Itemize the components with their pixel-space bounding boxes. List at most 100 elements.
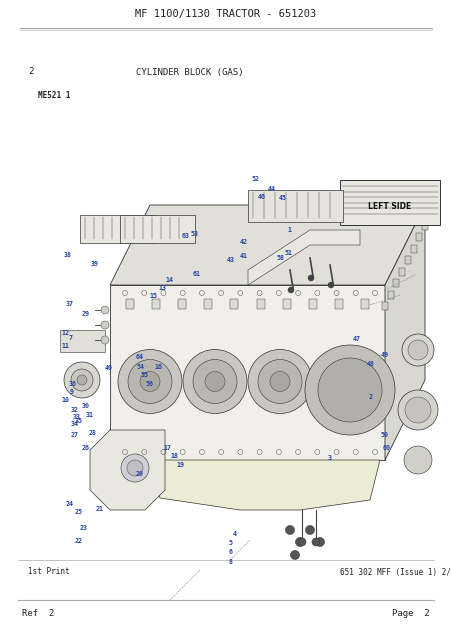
Circle shape xyxy=(193,360,236,403)
Bar xyxy=(410,245,416,253)
Circle shape xyxy=(295,538,304,547)
Text: 51: 51 xyxy=(284,250,292,256)
Text: 48: 48 xyxy=(366,360,374,367)
Text: 26: 26 xyxy=(82,445,90,451)
Polygon shape xyxy=(60,330,105,352)
Polygon shape xyxy=(150,460,379,510)
Text: LEFT SIDE: LEFT SIDE xyxy=(368,202,411,211)
Text: 56: 56 xyxy=(145,381,153,387)
Text: 41: 41 xyxy=(239,253,248,259)
Text: Page  2: Page 2 xyxy=(391,609,429,618)
Text: 45: 45 xyxy=(278,195,286,202)
Bar xyxy=(339,180,439,225)
Text: ME521 1: ME521 1 xyxy=(38,90,70,99)
Text: 10: 10 xyxy=(61,397,69,403)
Circle shape xyxy=(101,306,109,314)
Bar xyxy=(387,291,393,299)
Text: 1: 1 xyxy=(287,227,290,234)
Circle shape xyxy=(297,538,305,546)
Polygon shape xyxy=(110,285,384,460)
Circle shape xyxy=(318,358,381,422)
Text: 11: 11 xyxy=(61,342,69,349)
Circle shape xyxy=(269,371,290,392)
Text: 33: 33 xyxy=(73,414,81,420)
Text: 25: 25 xyxy=(75,509,83,515)
Polygon shape xyxy=(248,190,342,222)
Circle shape xyxy=(140,371,160,392)
Text: 61: 61 xyxy=(192,271,200,277)
Text: 15: 15 xyxy=(149,292,157,299)
Bar xyxy=(126,299,133,309)
Bar xyxy=(415,234,421,241)
Polygon shape xyxy=(384,205,424,460)
Circle shape xyxy=(121,454,149,482)
Circle shape xyxy=(64,362,100,398)
Bar xyxy=(256,299,264,309)
Bar xyxy=(204,299,212,309)
Text: 13: 13 xyxy=(158,285,166,291)
Bar xyxy=(178,299,186,309)
Text: 54: 54 xyxy=(136,364,144,371)
Text: 21: 21 xyxy=(95,506,103,512)
Polygon shape xyxy=(90,430,165,510)
Circle shape xyxy=(305,525,314,534)
Circle shape xyxy=(101,336,109,344)
Text: 22: 22 xyxy=(75,538,83,544)
Circle shape xyxy=(322,360,366,403)
Text: 6: 6 xyxy=(228,548,232,555)
Text: 2: 2 xyxy=(368,394,372,400)
Bar xyxy=(230,299,238,309)
Text: 60: 60 xyxy=(382,445,390,451)
Text: 42: 42 xyxy=(239,239,248,245)
Text: Ref  2: Ref 2 xyxy=(22,609,54,618)
Circle shape xyxy=(183,349,246,413)
Circle shape xyxy=(334,371,354,392)
Text: 52: 52 xyxy=(251,176,259,182)
Circle shape xyxy=(287,287,293,293)
Text: 44: 44 xyxy=(267,186,275,192)
Circle shape xyxy=(307,275,313,281)
Circle shape xyxy=(403,446,431,474)
Text: 38: 38 xyxy=(64,252,72,258)
Text: 8: 8 xyxy=(228,559,232,565)
Circle shape xyxy=(77,375,87,385)
Circle shape xyxy=(304,345,394,435)
Circle shape xyxy=(404,397,430,423)
Circle shape xyxy=(285,525,294,534)
Text: 23: 23 xyxy=(79,525,87,531)
Circle shape xyxy=(258,360,301,403)
Text: 12: 12 xyxy=(61,330,69,336)
Circle shape xyxy=(128,360,172,403)
Text: 53: 53 xyxy=(190,230,198,237)
Text: 27: 27 xyxy=(70,432,78,438)
Circle shape xyxy=(407,340,427,360)
Polygon shape xyxy=(120,215,194,243)
Text: 7: 7 xyxy=(68,335,72,341)
Text: 37: 37 xyxy=(66,301,74,307)
Text: 3: 3 xyxy=(327,454,331,461)
Text: 36: 36 xyxy=(68,381,76,387)
Text: 2: 2 xyxy=(28,67,33,77)
Circle shape xyxy=(248,349,311,413)
Text: 64: 64 xyxy=(136,354,144,360)
Text: 55: 55 xyxy=(140,372,148,378)
Circle shape xyxy=(311,538,319,546)
Circle shape xyxy=(290,550,299,559)
Text: 651 302 MFF (Issue 1) 2/72: 651 302 MFF (Issue 1) 2/72 xyxy=(339,568,451,577)
Text: 14: 14 xyxy=(165,277,173,284)
Text: 32: 32 xyxy=(70,406,78,413)
Circle shape xyxy=(397,390,437,430)
Text: CYLINDER BLOCK (GAS): CYLINDER BLOCK (GAS) xyxy=(136,67,243,77)
Text: 49: 49 xyxy=(379,352,387,358)
Bar xyxy=(334,299,342,309)
Text: 34: 34 xyxy=(70,421,78,428)
Bar xyxy=(421,222,427,230)
Circle shape xyxy=(312,349,376,413)
Text: 63: 63 xyxy=(181,232,189,239)
Bar xyxy=(282,299,290,309)
Text: 50: 50 xyxy=(379,432,387,438)
Circle shape xyxy=(127,460,143,476)
Text: 17: 17 xyxy=(163,445,171,451)
Text: 40: 40 xyxy=(104,365,112,371)
Text: 18: 18 xyxy=(170,452,178,459)
